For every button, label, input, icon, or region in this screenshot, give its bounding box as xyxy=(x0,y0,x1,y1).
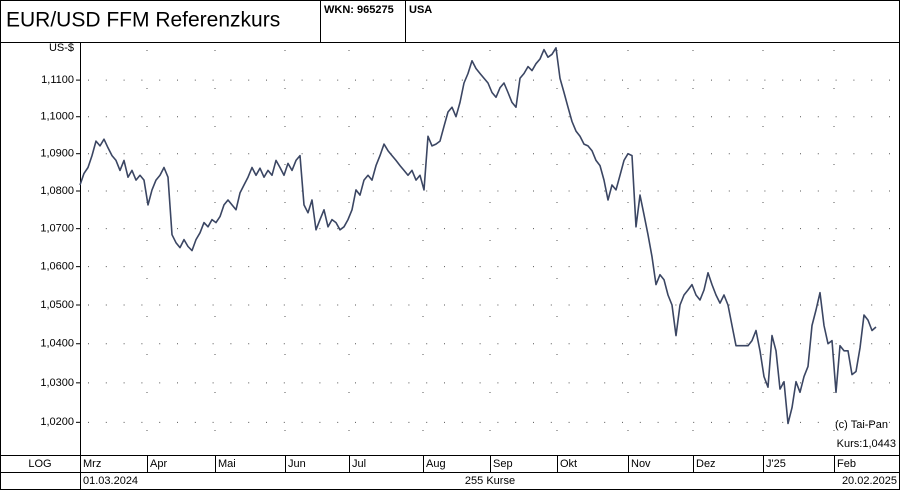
x-tick-label: Okt xyxy=(560,458,577,470)
x-tick-label: Sep xyxy=(493,458,513,470)
x-tick-label: J'25 xyxy=(766,458,786,470)
y-tick-label: 1,1100 xyxy=(41,74,74,86)
scale-label: LOG xyxy=(28,458,51,470)
y-tick-label: 1,0400 xyxy=(40,338,74,350)
start-date: 01.03.2024 xyxy=(83,475,138,487)
end-date: 20.02.2025 xyxy=(842,475,897,487)
x-tick-label: Nov xyxy=(631,458,651,470)
y-tick-label: 1,0600 xyxy=(40,261,74,273)
x-tick-label: Dez xyxy=(696,458,716,470)
x-tick-label: Jun xyxy=(288,458,306,470)
chart-title: EUR/USD FFM Referenzkurs xyxy=(6,9,280,32)
price-line xyxy=(79,47,877,425)
x-tick-label: Mai xyxy=(218,458,236,470)
x-tick-label: Jul xyxy=(352,458,366,470)
y-tick-label: 1,0500 xyxy=(40,299,74,311)
country: USA xyxy=(409,4,432,16)
y-tick-label: 1,0900 xyxy=(40,148,74,160)
x-tick-label: Aug xyxy=(426,458,446,470)
count-label: 255 Kurse xyxy=(465,475,515,487)
y-tick-label: 1,1000 xyxy=(40,111,74,123)
wkn: WKN: 965275 xyxy=(324,4,394,16)
x-tick-label: Feb xyxy=(837,458,856,470)
y-axis-label: US-$ xyxy=(49,42,74,54)
y-tick-label: 1,0300 xyxy=(40,377,74,389)
price-label: Kurs:1,0443 xyxy=(837,438,896,450)
y-tick-label: 1,0700 xyxy=(40,223,74,235)
y-tick-label: 1,0200 xyxy=(40,416,74,428)
x-tick-label: Apr xyxy=(150,458,167,470)
x-tick-label: Mrz xyxy=(83,458,101,470)
y-tick-label: 1,0800 xyxy=(40,185,74,197)
copyright: (c) Tai-Pan xyxy=(835,419,888,431)
